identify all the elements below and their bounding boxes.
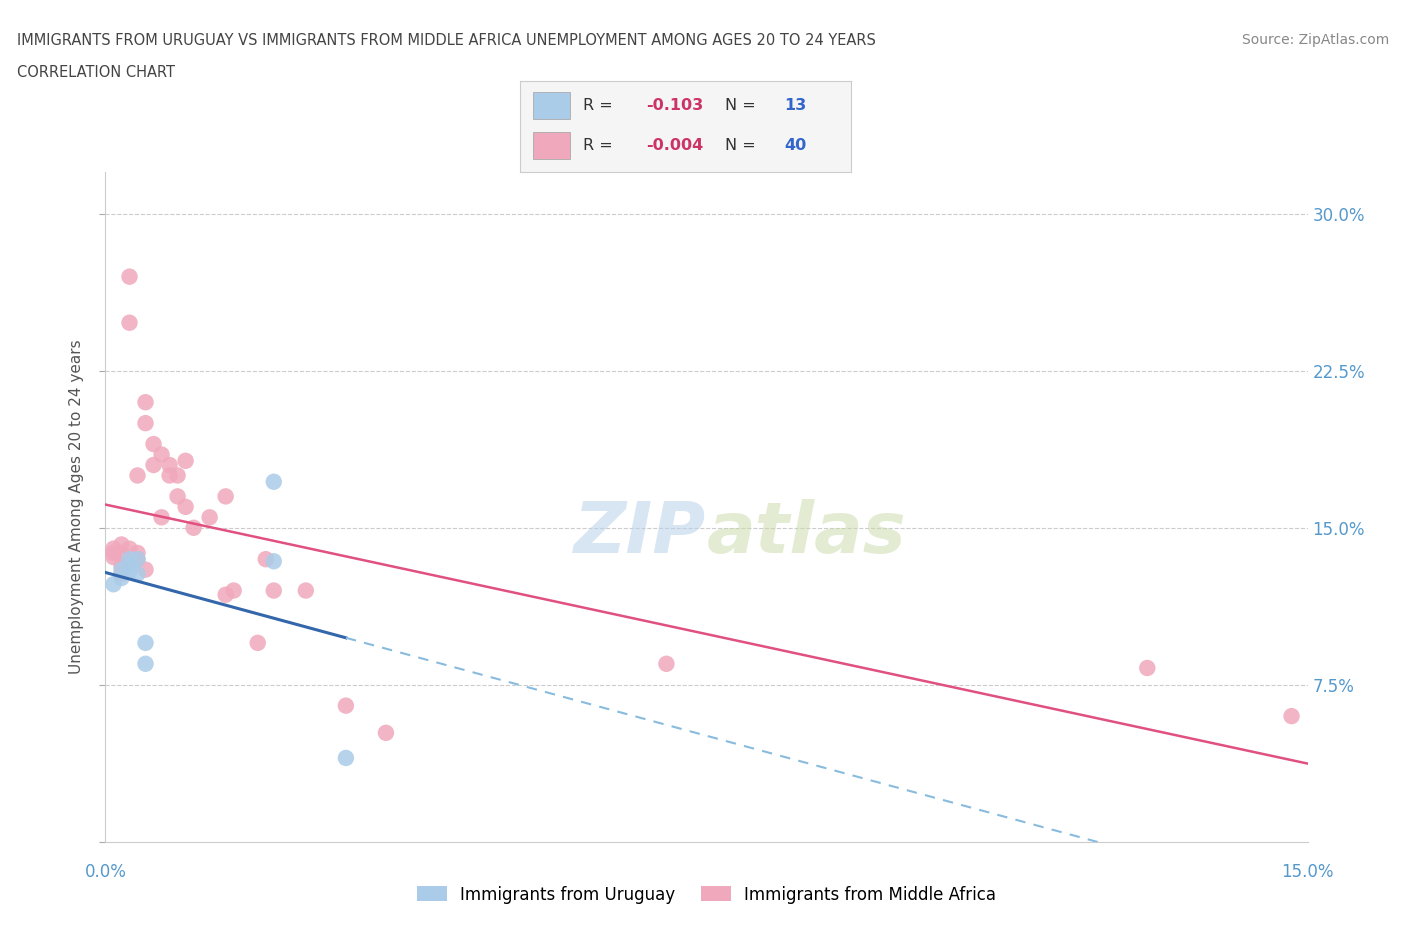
Point — [135, 635, 157, 650]
Point — [103, 550, 125, 565]
Point — [127, 551, 149, 566]
Point — [135, 657, 157, 671]
Point — [142, 437, 165, 452]
Point — [166, 489, 188, 504]
Point — [214, 588, 236, 603]
Text: 13: 13 — [785, 98, 807, 113]
Point — [118, 551, 141, 566]
Point — [103, 545, 125, 560]
Point — [159, 468, 181, 483]
Text: CORRELATION CHART: CORRELATION CHART — [17, 65, 174, 80]
Text: Source: ZipAtlas.com: Source: ZipAtlas.com — [1241, 33, 1389, 46]
Text: 15.0%: 15.0% — [1281, 863, 1334, 881]
Point — [263, 474, 285, 489]
Point — [110, 566, 132, 581]
Legend: Immigrants from Uruguay, Immigrants from Middle Africa: Immigrants from Uruguay, Immigrants from… — [411, 879, 1002, 910]
Text: -0.103: -0.103 — [645, 98, 703, 113]
Point — [150, 510, 173, 525]
Point — [655, 657, 678, 671]
Text: N =: N = — [725, 98, 761, 113]
Point — [1281, 709, 1303, 724]
Point — [159, 458, 181, 472]
Point — [374, 725, 398, 740]
Text: 0.0%: 0.0% — [84, 863, 127, 881]
Point — [263, 554, 285, 569]
Text: N =: N = — [725, 139, 761, 153]
Text: 40: 40 — [785, 139, 807, 153]
Point — [118, 565, 141, 579]
Point — [127, 545, 149, 560]
Point — [335, 751, 357, 765]
Text: R =: R = — [583, 139, 617, 153]
FancyBboxPatch shape — [533, 132, 569, 159]
Point — [110, 558, 132, 573]
Point — [183, 521, 205, 536]
Text: ZIP: ZIP — [574, 499, 707, 568]
Point — [135, 395, 157, 410]
Y-axis label: Unemployment Among Ages 20 to 24 years: Unemployment Among Ages 20 to 24 years — [69, 339, 84, 674]
Point — [110, 571, 132, 586]
Point — [135, 416, 157, 431]
Text: -0.004: -0.004 — [645, 139, 703, 153]
Point — [118, 558, 141, 573]
Point — [198, 510, 221, 525]
Point — [335, 698, 357, 713]
Point — [142, 458, 165, 472]
FancyBboxPatch shape — [533, 92, 569, 119]
Point — [135, 562, 157, 577]
Point — [222, 583, 245, 598]
Point — [254, 551, 277, 566]
Point — [110, 545, 132, 560]
Point — [295, 583, 318, 598]
Point — [103, 577, 125, 591]
Point — [127, 551, 149, 566]
Point — [174, 454, 197, 469]
Point — [118, 315, 141, 330]
Point — [118, 541, 141, 556]
Text: atlas: atlas — [707, 499, 907, 568]
Point — [174, 499, 197, 514]
Point — [150, 447, 173, 462]
Text: R =: R = — [583, 98, 617, 113]
Point — [263, 583, 285, 598]
Point — [166, 468, 188, 483]
Point — [127, 468, 149, 483]
Point — [110, 538, 132, 552]
Point — [127, 566, 149, 581]
Point — [246, 635, 269, 650]
Point — [110, 562, 132, 577]
Point — [1136, 660, 1159, 675]
Point — [118, 270, 141, 285]
Text: IMMIGRANTS FROM URUGUAY VS IMMIGRANTS FROM MIDDLE AFRICA UNEMPLOYMENT AMONG AGES: IMMIGRANTS FROM URUGUAY VS IMMIGRANTS FR… — [17, 33, 876, 47]
Point — [214, 489, 236, 504]
Point — [103, 541, 125, 556]
